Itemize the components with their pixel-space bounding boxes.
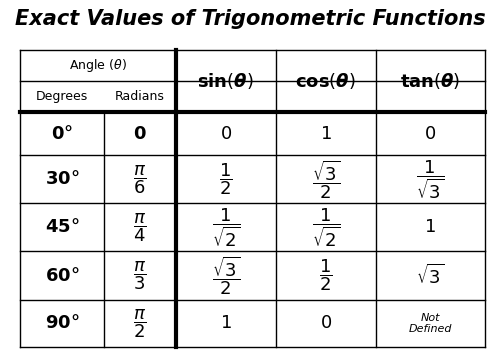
Text: $\dfrac{1}{\sqrt{3}}$: $\dfrac{1}{\sqrt{3}}$ <box>416 158 444 201</box>
Text: $1$: $1$ <box>424 218 436 236</box>
Text: $\dfrac{\pi}{3}$: $\dfrac{\pi}{3}$ <box>133 259 146 292</box>
Text: $\sqrt{3}$: $\sqrt{3}$ <box>416 263 444 288</box>
Text: $0$: $0$ <box>424 125 436 143</box>
Text: $\dfrac{\pi}{6}$: $\dfrac{\pi}{6}$ <box>133 163 146 195</box>
Text: $1$: $1$ <box>320 125 332 143</box>
Text: $1$: $1$ <box>220 314 232 332</box>
Text: Radians: Radians <box>115 90 164 103</box>
Text: $\dfrac{\sqrt{3}}{2}$: $\dfrac{\sqrt{3}}{2}$ <box>212 254 240 297</box>
Text: $\dfrac{1}{\sqrt{2}}$: $\dfrac{1}{\sqrt{2}}$ <box>212 206 240 249</box>
Text: $\mathbf{0}$: $\mathbf{0}$ <box>133 125 146 143</box>
Text: $\dfrac{\pi}{2}$: $\dfrac{\pi}{2}$ <box>133 307 146 339</box>
Text: $\mathbf{45°}$: $\mathbf{45°}$ <box>44 218 79 236</box>
Text: Degrees: Degrees <box>36 90 88 103</box>
Text: $0$: $0$ <box>320 314 332 332</box>
Text: $\dfrac{1}{\sqrt{2}}$: $\dfrac{1}{\sqrt{2}}$ <box>312 206 340 249</box>
Text: $\dfrac{\sqrt{3}}{2}$: $\dfrac{\sqrt{3}}{2}$ <box>312 158 340 201</box>
Text: $\dfrac{1}{2}$: $\dfrac{1}{2}$ <box>319 258 332 293</box>
Text: Exact Values of Trigonometric Functions: Exact Values of Trigonometric Functions <box>14 10 486 29</box>
Text: $\mathbf{60°}$: $\mathbf{60°}$ <box>44 267 79 285</box>
Text: Defined: Defined <box>408 324 452 334</box>
Text: $\mathbf{0°}$: $\mathbf{0°}$ <box>51 125 73 143</box>
Text: $\mathbf{sin}(\boldsymbol{\theta})$: $\mathbf{sin}(\boldsymbol{\theta})$ <box>198 71 254 91</box>
Text: $\dfrac{1}{2}$: $\dfrac{1}{2}$ <box>219 161 232 197</box>
Text: Angle $(\theta)$: Angle $(\theta)$ <box>69 57 127 74</box>
Text: $\mathbf{90°}$: $\mathbf{90°}$ <box>44 314 79 332</box>
Text: $0$: $0$ <box>220 125 232 143</box>
Text: $\dfrac{\pi}{4}$: $\dfrac{\pi}{4}$ <box>133 211 146 244</box>
Text: $\mathbf{tan}(\boldsymbol{\theta})$: $\mathbf{tan}(\boldsymbol{\theta})$ <box>400 71 460 91</box>
Text: $\mathbf{cos}(\boldsymbol{\theta})$: $\mathbf{cos}(\boldsymbol{\theta})$ <box>296 71 356 91</box>
Text: Not: Not <box>420 313 440 322</box>
Text: $\mathbf{30°}$: $\mathbf{30°}$ <box>44 170 79 188</box>
